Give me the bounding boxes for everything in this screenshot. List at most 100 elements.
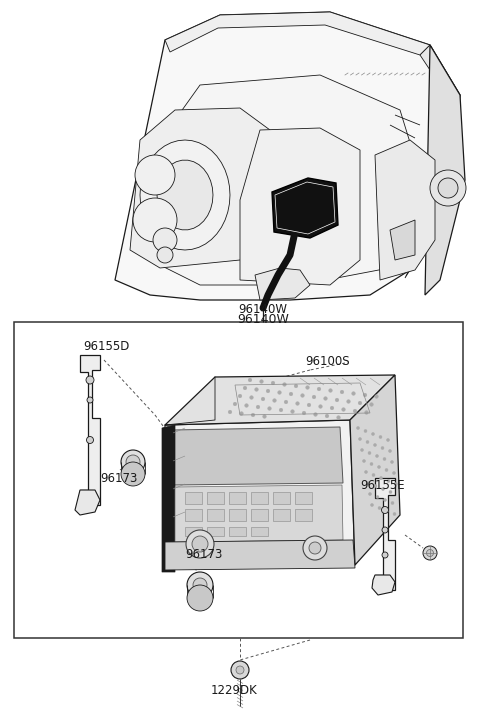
Bar — [273, 509, 290, 521]
Circle shape — [358, 401, 362, 405]
Polygon shape — [240, 128, 360, 285]
Circle shape — [365, 411, 369, 414]
Circle shape — [426, 550, 434, 556]
Circle shape — [296, 402, 299, 405]
Circle shape — [383, 457, 386, 460]
Bar — [229, 527, 246, 536]
Bar — [251, 492, 268, 504]
Bar — [207, 509, 224, 521]
Circle shape — [362, 459, 366, 462]
Circle shape — [370, 504, 373, 507]
Polygon shape — [375, 140, 435, 280]
Circle shape — [250, 395, 253, 399]
Circle shape — [273, 398, 276, 402]
Circle shape — [391, 502, 394, 505]
Polygon shape — [160, 75, 420, 285]
Circle shape — [312, 395, 316, 399]
Circle shape — [364, 430, 367, 433]
Circle shape — [391, 460, 393, 464]
Circle shape — [373, 443, 377, 446]
Circle shape — [248, 378, 252, 382]
Circle shape — [291, 410, 294, 414]
Circle shape — [186, 530, 214, 558]
Circle shape — [228, 410, 232, 414]
Circle shape — [133, 198, 177, 242]
Circle shape — [294, 384, 298, 387]
Circle shape — [243, 386, 247, 390]
Circle shape — [135, 155, 175, 195]
Circle shape — [233, 402, 237, 406]
Circle shape — [187, 572, 213, 598]
Polygon shape — [140, 140, 230, 250]
Circle shape — [263, 414, 266, 418]
Circle shape — [379, 435, 382, 438]
Circle shape — [430, 170, 466, 206]
Polygon shape — [255, 268, 310, 300]
Circle shape — [266, 389, 270, 393]
Circle shape — [381, 488, 384, 491]
Circle shape — [121, 462, 145, 486]
Bar — [251, 509, 268, 521]
Circle shape — [353, 409, 357, 413]
Circle shape — [87, 436, 94, 443]
Circle shape — [358, 438, 361, 441]
Circle shape — [279, 408, 283, 411]
Text: 96173: 96173 — [185, 548, 222, 561]
Circle shape — [352, 392, 355, 395]
Circle shape — [389, 449, 391, 452]
Circle shape — [423, 546, 437, 560]
Circle shape — [126, 455, 140, 469]
Circle shape — [382, 527, 388, 533]
Polygon shape — [165, 540, 355, 570]
Circle shape — [87, 397, 93, 403]
Circle shape — [121, 450, 145, 474]
Circle shape — [278, 390, 281, 394]
Polygon shape — [157, 160, 213, 230]
Circle shape — [192, 536, 208, 552]
Bar — [14, 322, 463, 638]
Circle shape — [157, 247, 173, 263]
Circle shape — [368, 451, 371, 454]
Circle shape — [374, 484, 377, 488]
Circle shape — [319, 405, 322, 409]
Polygon shape — [175, 485, 343, 542]
Circle shape — [360, 449, 363, 451]
Circle shape — [372, 473, 375, 476]
Circle shape — [394, 483, 398, 486]
Circle shape — [329, 389, 332, 393]
Text: 1229DK: 1229DK — [211, 684, 257, 697]
Circle shape — [380, 476, 382, 480]
Circle shape — [369, 403, 373, 406]
Circle shape — [369, 492, 371, 496]
Circle shape — [271, 381, 275, 385]
Circle shape — [378, 465, 380, 468]
Circle shape — [370, 462, 373, 465]
Circle shape — [86, 376, 94, 384]
Circle shape — [153, 228, 177, 252]
Text: 96140W: 96140W — [239, 303, 287, 316]
Text: 96140W: 96140W — [237, 313, 289, 326]
Circle shape — [261, 397, 265, 401]
Polygon shape — [165, 12, 430, 55]
Circle shape — [306, 386, 309, 389]
Circle shape — [260, 379, 263, 383]
Circle shape — [375, 395, 378, 398]
Circle shape — [239, 411, 243, 415]
Circle shape — [367, 481, 369, 484]
Circle shape — [381, 446, 384, 449]
Text: 96100S: 96100S — [305, 355, 349, 368]
Circle shape — [301, 394, 304, 397]
Bar — [229, 509, 246, 521]
Bar — [251, 527, 268, 536]
Text: 96173: 96173 — [100, 472, 137, 485]
Circle shape — [251, 413, 255, 417]
Circle shape — [282, 382, 286, 386]
Circle shape — [238, 394, 242, 398]
Bar — [295, 492, 312, 504]
Polygon shape — [165, 420, 355, 568]
Circle shape — [303, 536, 327, 560]
Bar — [185, 509, 202, 521]
Circle shape — [376, 496, 379, 499]
Polygon shape — [162, 425, 175, 572]
Circle shape — [268, 406, 272, 410]
